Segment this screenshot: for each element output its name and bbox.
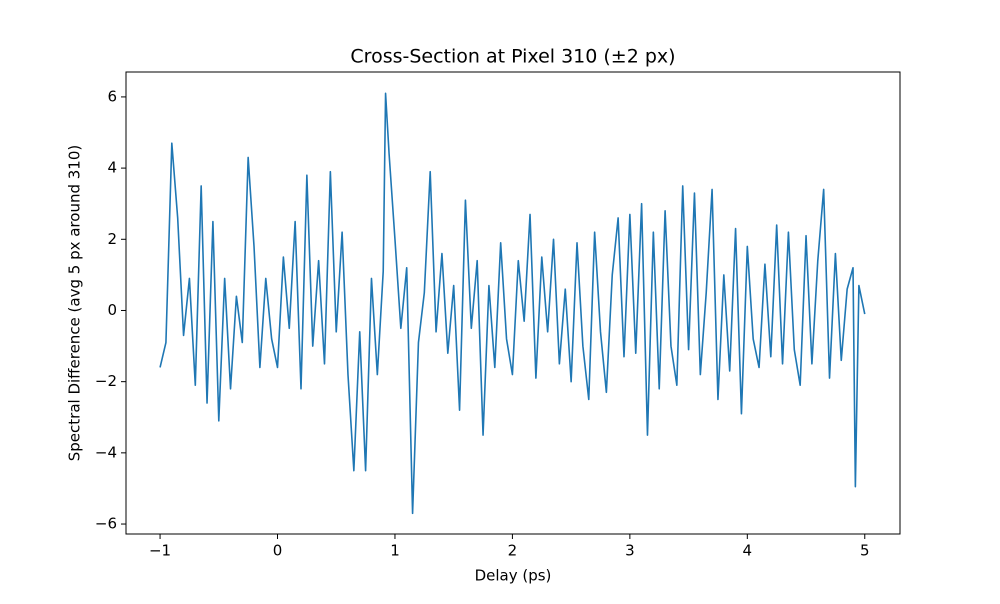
y-tick-label: −4 [95,443,117,461]
y-tick-label: −6 [95,515,117,533]
x-tick-label: −1 [149,542,171,560]
y-tick-label: 2 [107,230,117,248]
y-tick-label: 0 [107,301,117,319]
plot-frame [125,71,901,535]
y-tick-label: 6 [107,87,117,105]
chart-title: Cross-Section at Pixel 310 (±2 px) [350,46,675,68]
x-tick-label: 5 [860,542,870,560]
x-tick-label: 0 [273,542,283,560]
y-tick-label: −2 [95,372,117,390]
y-tick-label: 4 [107,159,117,177]
x-tick-label: 1 [390,542,400,560]
y-axis-label: Spectral Difference (avg 5 px around 310… [66,145,84,461]
x-tick-label: 4 [743,542,753,560]
x-tick-label: 3 [625,542,635,560]
data-line [159,92,866,515]
x-tick-label: 2 [508,542,518,560]
x-axis-label: Delay (ps) [475,567,552,585]
